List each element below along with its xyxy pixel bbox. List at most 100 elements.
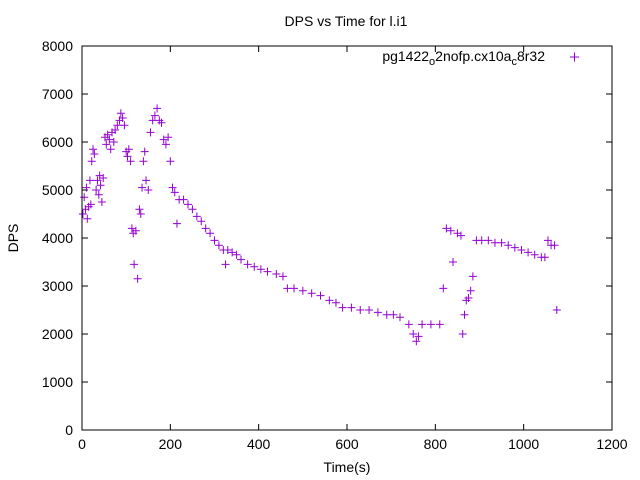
data-point: [80, 193, 89, 202]
y-tick-label: 8000: [42, 38, 73, 54]
x-tick-label: 1000: [508, 436, 539, 452]
data-point: [290, 284, 298, 293]
data-point: [96, 181, 105, 190]
data-point: [426, 320, 435, 329]
data-point: [418, 320, 427, 329]
data-point: [99, 174, 108, 182]
data-point: [168, 183, 177, 192]
x-axis-label: Time(s): [324, 459, 371, 475]
data-point: [223, 246, 232, 254]
data-point: [159, 135, 168, 144]
data-point: [124, 145, 133, 154]
data-point: [497, 238, 506, 247]
data-point: [250, 262, 259, 271]
data-point: [365, 306, 374, 314]
y-axis: 0 1000 2000 3000 4000 5000 6000 7000 8000: [42, 38, 612, 438]
data-point: [78, 210, 87, 218]
data-point: [272, 270, 281, 278]
chart-title: DPS vs Time for l.i1: [285, 13, 408, 29]
x-tick-label: 0: [78, 436, 86, 452]
data-point: [179, 195, 188, 204]
data-point: [543, 236, 552, 245]
data-point: [206, 229, 215, 238]
y-tick-label: 3000: [42, 278, 73, 294]
data-point: [87, 157, 96, 166]
data-point: [414, 332, 423, 341]
data-point: [517, 246, 526, 254]
data-point: [550, 241, 559, 250]
data-point: [307, 289, 316, 298]
data-point: [109, 138, 118, 146]
data-point: [256, 265, 265, 274]
data-point: [404, 320, 413, 329]
data-point: [164, 133, 173, 142]
data-point: [103, 130, 112, 139]
data-point: [139, 157, 148, 166]
data-point: [221, 260, 230, 269]
data-point: [356, 306, 365, 314]
data-point: [435, 320, 444, 329]
data-point: [172, 219, 181, 228]
data-point: [412, 337, 421, 346]
data-point: [192, 212, 201, 221]
y-tick-label: 5000: [42, 182, 73, 198]
data-point: [449, 258, 457, 266]
data-point: [106, 145, 115, 154]
data-point: [83, 214, 92, 223]
x-tick-label: 600: [335, 436, 359, 452]
legend-label: pg1422o2nofp.cx10ac8r32: [382, 48, 545, 68]
data-point: [105, 135, 114, 144]
data-point: [197, 217, 206, 226]
y-tick-label: 7000: [42, 86, 73, 102]
data-point: [263, 267, 272, 276]
data-point: [396, 313, 404, 322]
data-point: [118, 114, 127, 122]
data-point: [130, 260, 139, 269]
data-point: [373, 308, 382, 317]
data-point: [298, 286, 307, 295]
data-point: [120, 121, 129, 130]
legend: pg1422o2nofp.cx10ac8r32: [382, 48, 579, 68]
data-point: [170, 188, 179, 197]
data-point: [111, 126, 120, 134]
y-tick-label: 4000: [42, 230, 73, 246]
data-point: [136, 210, 145, 218]
data-point: [113, 121, 122, 130]
data-point: [126, 157, 135, 166]
data-point: [90, 150, 99, 158]
data-point: [161, 140, 170, 149]
x-axis: 0 200 400 600 800 1000 1200: [78, 46, 628, 452]
y-tick-label: 2000: [42, 326, 73, 342]
data-point: [325, 296, 334, 305]
data-point: [184, 200, 192, 209]
x-tick-label: 200: [159, 436, 183, 452]
data-point: [458, 330, 467, 338]
data-point: [468, 272, 477, 281]
data-point: [510, 243, 519, 252]
data-point: [123, 152, 132, 161]
data-point: [228, 248, 237, 257]
data-point: [446, 226, 455, 235]
data-point: [347, 303, 356, 312]
data-point: [338, 303, 347, 312]
data-point: [157, 118, 166, 127]
data-point: [146, 128, 155, 137]
data-point: [464, 294, 473, 302]
data-point: [89, 145, 98, 154]
data-point: [214, 241, 223, 250]
data-point: [135, 205, 144, 214]
data-point: [82, 183, 91, 192]
data-point: [442, 224, 451, 233]
data-point: [278, 272, 287, 281]
data-point: [166, 157, 175, 166]
data-point: [237, 255, 245, 264]
data-point: [552, 306, 561, 314]
x-tick-label: 1200: [596, 436, 627, 452]
y-tick-label: 1000: [42, 374, 73, 390]
data-point: [232, 250, 241, 259]
data-point: [456, 231, 465, 240]
data-point: [86, 200, 95, 209]
data-point: [138, 183, 147, 192]
plot-border: [81, 45, 613, 431]
